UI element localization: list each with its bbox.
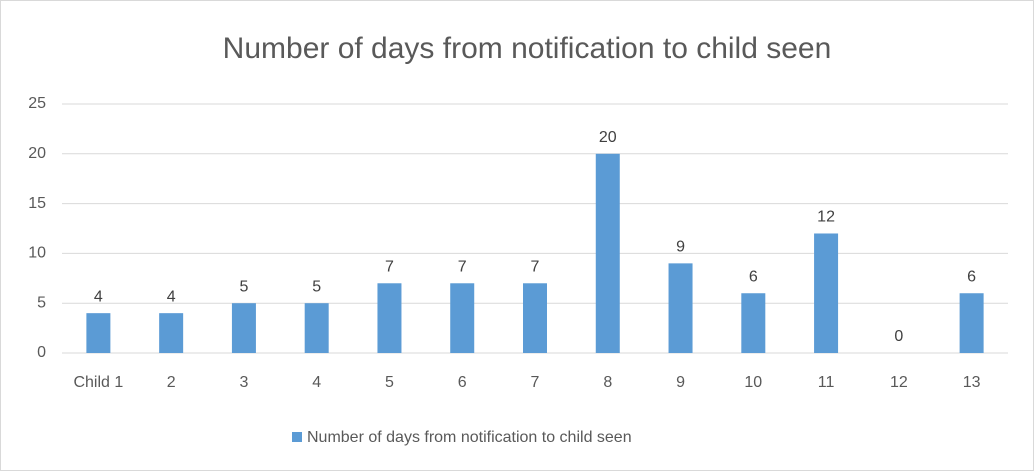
- x-tick-label: 7: [531, 374, 540, 391]
- y-tick-label: 0: [37, 344, 46, 361]
- bar: [523, 283, 547, 353]
- bar: [231, 303, 256, 353]
- x-tick-label: 5: [385, 374, 394, 391]
- x-tick-label: 8: [603, 374, 612, 391]
- x-tick-label: 3: [239, 374, 248, 391]
- data-label: 4: [94, 288, 103, 305]
- x-tick-label: 2: [167, 374, 176, 391]
- bar: [959, 293, 984, 353]
- data-label: 0: [894, 328, 903, 345]
- data-label: 7: [385, 258, 394, 275]
- data-label: 7: [458, 258, 467, 275]
- legend-label: Number of days from notification to chil…: [307, 429, 632, 446]
- bar: [668, 263, 693, 353]
- bar: [741, 293, 766, 353]
- data-label: 4: [167, 288, 176, 305]
- bar: [377, 283, 402, 353]
- data-label: 6: [749, 268, 758, 285]
- data-label: 6: [967, 268, 976, 285]
- bar: [304, 303, 329, 353]
- data-label: 9: [676, 239, 685, 256]
- data-label: 5: [239, 278, 248, 295]
- y-tick-label: 5: [37, 294, 46, 311]
- data-label: 12: [817, 209, 835, 226]
- x-tick-label: 13: [963, 374, 981, 391]
- x-tick-label: 12: [890, 374, 908, 391]
- y-tick-label: 10: [28, 245, 46, 262]
- y-tick-label: 20: [28, 145, 46, 162]
- chart-title: Number of days from notification to chil…: [223, 32, 832, 65]
- bar: [86, 313, 111, 353]
- y-tick-label: 15: [28, 195, 46, 212]
- bar: [814, 233, 839, 353]
- y-tick-label: 25: [28, 95, 46, 112]
- legend-swatch: [292, 432, 302, 442]
- x-tick-label: 4: [312, 374, 321, 391]
- x-tick-label: 6: [458, 374, 467, 391]
- bar: [159, 313, 184, 353]
- data-label: 7: [531, 258, 540, 275]
- x-tick-label: 9: [676, 374, 685, 391]
- data-label: 5: [312, 278, 321, 295]
- x-tick-label: Child 1: [73, 374, 123, 391]
- bar: [450, 283, 475, 353]
- bar: [595, 153, 620, 353]
- x-tick-label: 11: [818, 374, 835, 391]
- data-label: 20: [599, 129, 617, 146]
- x-tick-label: 10: [744, 374, 762, 391]
